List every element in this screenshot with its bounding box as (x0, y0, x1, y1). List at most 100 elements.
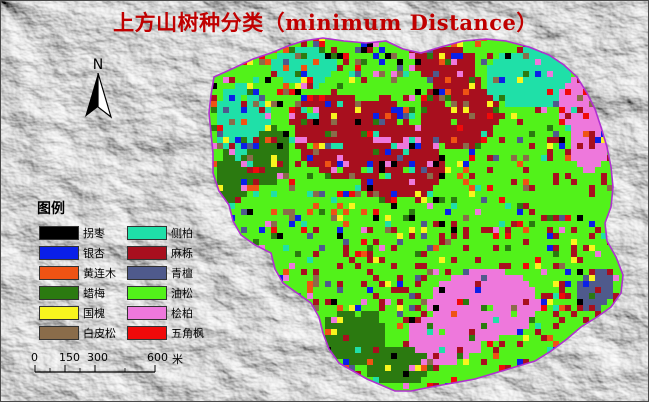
raster-cell (331, 95, 337, 101)
raster-cell (313, 53, 319, 59)
raster-cell (601, 293, 607, 299)
raster-cell (457, 143, 463, 149)
raster-cell (577, 323, 583, 329)
raster-cell (331, 113, 337, 119)
raster-cell (583, 281, 589, 287)
raster-cell (505, 335, 511, 341)
raster-cell (367, 47, 373, 53)
raster-cell (247, 233, 253, 239)
raster-cell (385, 239, 391, 245)
raster-cell (373, 329, 379, 335)
legend-item: 麻栎 (127, 246, 207, 260)
raster-cell (355, 119, 361, 125)
raster-cell (247, 83, 253, 89)
raster-cell (361, 365, 367, 371)
raster-cell (457, 149, 463, 155)
legend: 图例 拐枣 侧柏 银杏 麻栎 黄连木 青檀 蜡梅 油松 国槐 桧柏 白皮松 五角… (35, 198, 205, 348)
raster-cell (571, 209, 577, 215)
raster-cell (325, 119, 331, 125)
raster-cell (337, 89, 343, 95)
raster-cell (391, 119, 397, 125)
raster-cell (349, 305, 355, 311)
raster-cell (505, 77, 511, 83)
raster-cell (607, 191, 613, 197)
raster-cell (463, 329, 469, 335)
raster-cell (481, 359, 487, 365)
legend-swatch (39, 226, 79, 240)
raster-cell (469, 239, 475, 245)
raster-cell (517, 95, 523, 101)
raster-cell (217, 149, 223, 155)
raster-cell (385, 227, 391, 233)
raster-cell (331, 59, 337, 65)
raster-cell (295, 101, 301, 107)
raster-cell (403, 89, 409, 95)
raster-cell (271, 161, 277, 167)
raster-cell (421, 383, 427, 389)
raster-cell (433, 371, 439, 377)
raster-cell (367, 101, 373, 107)
raster-cell (475, 137, 481, 143)
raster-cell (487, 305, 493, 311)
raster-cell (271, 89, 277, 95)
raster-cell (541, 89, 547, 95)
raster-cell (325, 53, 331, 59)
raster-cell (385, 77, 391, 83)
raster-cell (445, 245, 451, 251)
raster-cell (487, 257, 493, 263)
raster-cell (373, 311, 379, 317)
raster-cell (241, 203, 247, 209)
raster-cell (493, 203, 499, 209)
raster-cell (373, 359, 379, 365)
raster-cell (463, 311, 469, 317)
raster-cell (355, 95, 361, 101)
raster-cell (379, 377, 385, 383)
raster-cell (457, 227, 463, 233)
raster-cell (361, 173, 367, 179)
raster-cell (397, 221, 403, 227)
raster-cell (343, 71, 349, 77)
raster-cell (439, 275, 445, 281)
raster-cell (235, 83, 241, 89)
raster-cell (601, 185, 607, 191)
raster-cell (577, 245, 583, 251)
raster-cell (565, 329, 571, 335)
raster-cell (451, 245, 457, 251)
raster-cell (577, 185, 583, 191)
raster-cell (253, 77, 259, 83)
raster-cell (289, 233, 295, 239)
raster-cell (535, 311, 541, 317)
raster-cell (331, 47, 337, 53)
raster-cell (559, 143, 565, 149)
raster-cell (337, 95, 343, 101)
raster-cell (541, 209, 547, 215)
raster-cell (499, 299, 505, 305)
raster-cell (409, 317, 415, 323)
raster-cell (505, 197, 511, 203)
raster-cell (583, 305, 589, 311)
raster-cell (469, 95, 475, 101)
raster-cell (535, 137, 541, 143)
raster-cell (589, 155, 595, 161)
raster-cell (385, 221, 391, 227)
raster-cell (463, 197, 469, 203)
raster-cell (517, 299, 523, 305)
raster-cell (307, 239, 313, 245)
raster-cell (259, 59, 265, 65)
raster-cell (283, 263, 289, 269)
raster-cell (385, 71, 391, 77)
raster-cell (313, 71, 319, 77)
raster-cell (487, 107, 493, 113)
raster-cell (451, 263, 457, 269)
raster-cell (499, 77, 505, 83)
raster-cell (595, 191, 601, 197)
raster-cell (511, 275, 517, 281)
raster-cell (331, 185, 337, 191)
raster-cell (427, 269, 433, 275)
raster-cell (313, 269, 319, 275)
raster-cell (361, 257, 367, 263)
raster-cell (283, 59, 289, 65)
raster-cell (481, 191, 487, 197)
raster-cell (301, 245, 307, 251)
